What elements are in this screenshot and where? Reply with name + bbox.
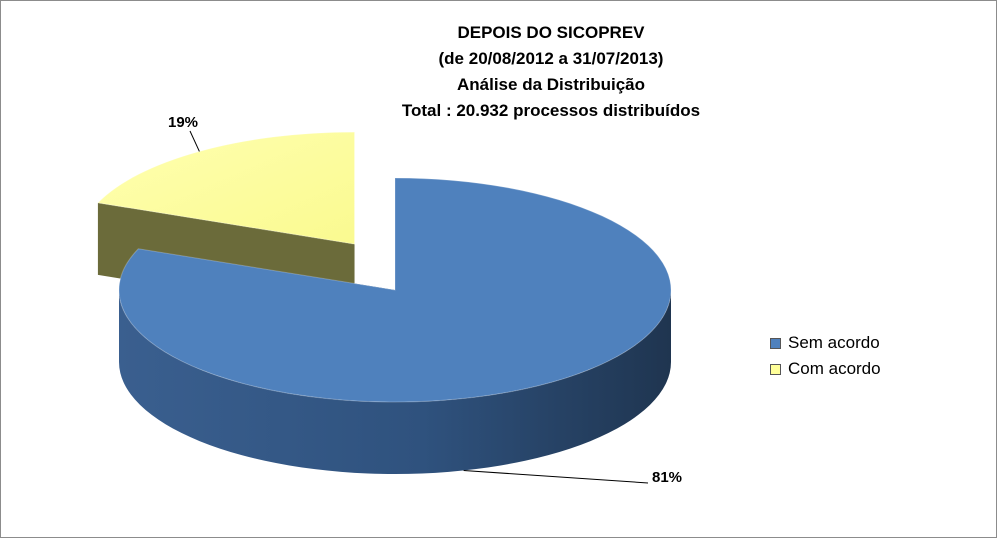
slice-side-sem-acordo xyxy=(119,290,671,474)
legend: Sem acordo Com acordo xyxy=(770,330,881,382)
slice-top-sem-acordo xyxy=(118,177,672,403)
legend-swatch-com-acordo xyxy=(770,363,781,375)
data-label-sem-acordo: 81% xyxy=(652,469,683,486)
chart-title-line-2: (de 20/08/2012 a 31/07/2013) xyxy=(438,49,664,68)
leader-line-com-acordo xyxy=(189,130,200,152)
chart-title-line-4: Total : 20.932 processos distribuídos xyxy=(401,101,701,120)
legend-swatch-sem-acordo xyxy=(770,337,781,349)
legend-item-com-acordo[interactable]: Com acordo xyxy=(770,356,881,382)
leader-line-sem-acordo xyxy=(463,469,649,484)
chart-title-line-3: Análise da Distribuição xyxy=(457,75,645,94)
chart-title-line-1: DEPOIS DO SICOPREV xyxy=(457,23,645,42)
slice-sem-acordo xyxy=(118,177,672,474)
legend-item-sem-acordo[interactable]: Sem acordo xyxy=(770,330,881,356)
legend-label-com-acordo: Com acordo xyxy=(788,359,881,378)
data-label-com-acordo: 19% xyxy=(168,114,199,131)
legend-label-sem-acordo: Sem acordo xyxy=(788,333,880,352)
